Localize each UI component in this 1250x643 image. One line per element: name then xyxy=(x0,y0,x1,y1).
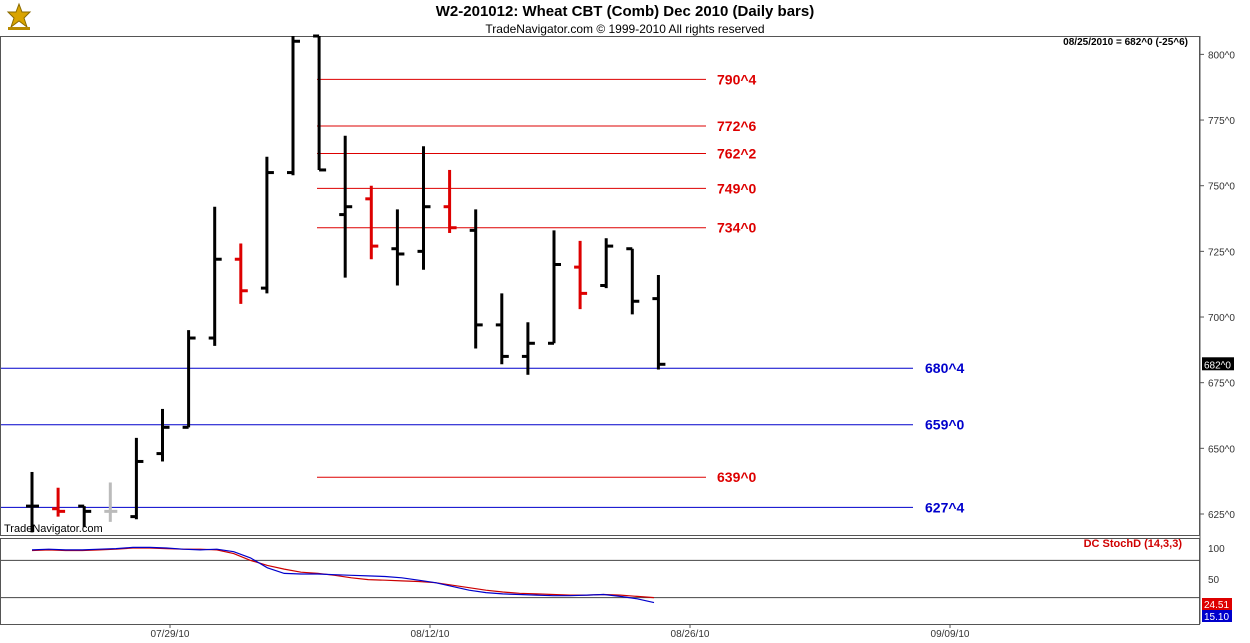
y-tick-label: 675^0 xyxy=(1208,379,1235,390)
last-quote-readout: 08/25/2010 = 682^0 (-25^6) xyxy=(1063,37,1188,48)
level-label: 734^0 xyxy=(717,220,757,236)
level-label: 772^6 xyxy=(717,118,757,134)
watermark: TradeNavigator.com xyxy=(4,523,103,535)
stoch-value-box xyxy=(1202,598,1232,610)
y-tick-label: 625^0 xyxy=(1208,510,1235,521)
stoch-tick-label: 50 xyxy=(1208,575,1220,586)
stoch-value-label: 15.10 xyxy=(1204,612,1229,623)
x-tick-label: 08/12/10 xyxy=(411,629,450,640)
stoch-value-box xyxy=(1202,610,1232,622)
copyright-subtitle: TradeNavigator.com © 1999-2010 All right… xyxy=(485,22,765,36)
chart-title: W2-201012: Wheat CBT (Comb) Dec 2010 (Da… xyxy=(435,3,815,20)
x-tick-label: 07/29/10 xyxy=(151,629,190,640)
level-label: 790^4 xyxy=(717,71,757,87)
trade-navigator-logo-icon xyxy=(6,2,32,30)
x-tick-label: 09/09/10 xyxy=(931,629,970,640)
level-label: 659^0 xyxy=(925,417,965,433)
stoch-value-label: 24.51 xyxy=(1204,600,1229,611)
level-label: 680^4 xyxy=(925,360,965,376)
y-tick-label: 650^0 xyxy=(1208,444,1235,455)
y-tick-label: 725^0 xyxy=(1208,247,1235,258)
price-panel-frame xyxy=(0,36,1200,536)
stoch-series-line xyxy=(31,547,655,599)
indicator-panel-frame xyxy=(0,538,1200,625)
level-label: 762^2 xyxy=(717,146,757,162)
last-price-label: 682^0 xyxy=(1204,360,1231,371)
stoch-tick-label: 100 xyxy=(1208,544,1225,555)
last-price-box xyxy=(1202,357,1234,371)
y-tick-label: 800^0 xyxy=(1208,50,1235,61)
x-tick-label: 08/26/10 xyxy=(671,629,710,640)
y-tick-label: 775^0 xyxy=(1208,116,1235,127)
level-label: 639^0 xyxy=(717,469,757,485)
indicator-title: DC StochD (14,3,3) xyxy=(1083,538,1182,550)
y-tick-label: 750^0 xyxy=(1208,182,1235,193)
level-label: 749^0 xyxy=(717,180,757,196)
level-label: 627^4 xyxy=(925,499,965,515)
stoch-series-line xyxy=(31,546,655,604)
y-tick-label: 700^0 xyxy=(1208,313,1235,324)
